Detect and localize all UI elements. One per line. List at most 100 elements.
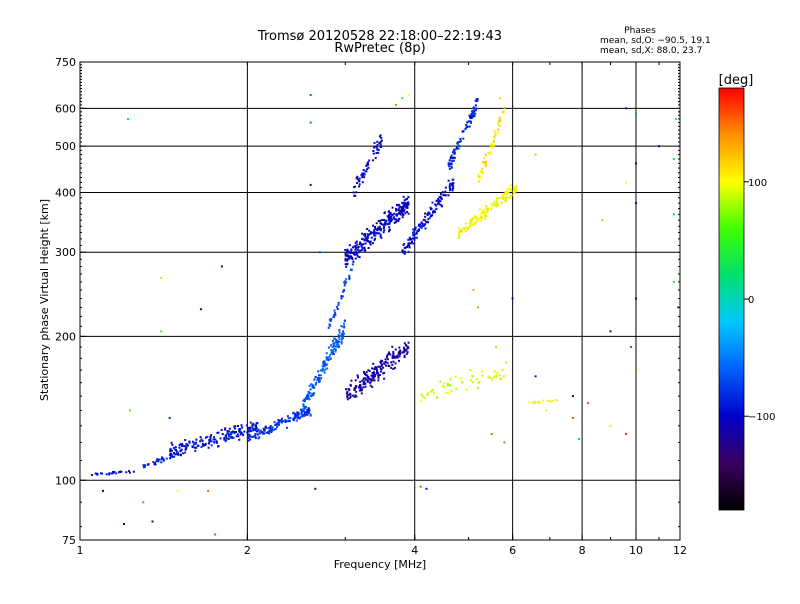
data-point bbox=[356, 248, 359, 251]
data-point bbox=[337, 302, 340, 305]
data-point bbox=[353, 388, 356, 391]
x-tick-label: 4 bbox=[411, 544, 418, 557]
data-point bbox=[316, 379, 319, 382]
data-point bbox=[402, 213, 405, 216]
data-point bbox=[473, 223, 476, 226]
data-point bbox=[498, 197, 501, 199]
data-point bbox=[375, 366, 378, 369]
data-point bbox=[398, 206, 401, 208]
data-point bbox=[358, 180, 361, 183]
data-point bbox=[181, 443, 184, 446]
data-point bbox=[265, 431, 268, 434]
data-point bbox=[459, 377, 462, 380]
data-point bbox=[490, 433, 493, 435]
data-point bbox=[354, 248, 357, 251]
data-point bbox=[195, 438, 198, 441]
data-point bbox=[369, 384, 372, 387]
data-point bbox=[348, 278, 351, 281]
data-point bbox=[363, 176, 366, 179]
data-point bbox=[330, 344, 333, 347]
data-point bbox=[390, 361, 393, 364]
data-point bbox=[303, 411, 306, 414]
data-point bbox=[469, 117, 472, 119]
data-point bbox=[384, 223, 387, 226]
data-point bbox=[340, 297, 343, 300]
data-point bbox=[452, 159, 455, 162]
data-point bbox=[383, 229, 386, 232]
data-point bbox=[234, 431, 236, 433]
data-point bbox=[388, 230, 390, 233]
data-point bbox=[343, 319, 346, 322]
data-point bbox=[209, 438, 212, 441]
data-point bbox=[450, 154, 453, 157]
data-point bbox=[356, 178, 359, 181]
data-point bbox=[432, 391, 435, 394]
data-point bbox=[364, 382, 367, 385]
data-point bbox=[414, 228, 417, 231]
data-point bbox=[353, 253, 356, 256]
data-point bbox=[549, 400, 552, 403]
data-point bbox=[295, 414, 298, 416]
data-point bbox=[302, 404, 305, 407]
data-point bbox=[502, 375, 505, 378]
data-point bbox=[403, 199, 406, 202]
data-point bbox=[478, 180, 481, 183]
data-point bbox=[333, 309, 336, 312]
data-point bbox=[271, 429, 274, 432]
data-point bbox=[476, 378, 479, 380]
data-point bbox=[426, 213, 429, 216]
data-point bbox=[207, 489, 210, 492]
data-point bbox=[506, 189, 509, 192]
data-point bbox=[330, 352, 333, 355]
data-point bbox=[202, 444, 205, 447]
data-point bbox=[394, 356, 397, 359]
data-point bbox=[386, 354, 389, 357]
data-point bbox=[485, 215, 488, 218]
data-point bbox=[373, 230, 376, 233]
data-point bbox=[374, 237, 376, 240]
data-point bbox=[334, 348, 337, 351]
data-point bbox=[347, 394, 350, 396]
data-point bbox=[343, 281, 346, 284]
data-point bbox=[394, 213, 397, 216]
data-point bbox=[311, 392, 314, 395]
data-point bbox=[469, 223, 472, 226]
data-point bbox=[385, 356, 388, 358]
data-point bbox=[429, 390, 432, 393]
data-point bbox=[344, 254, 347, 257]
data-point bbox=[254, 437, 257, 440]
data-point bbox=[227, 437, 230, 440]
data-point bbox=[183, 445, 186, 448]
data-point bbox=[232, 436, 235, 439]
data-point bbox=[450, 165, 453, 168]
data-point bbox=[447, 179, 450, 182]
data-point bbox=[160, 277, 163, 279]
data-point bbox=[312, 394, 315, 397]
data-point bbox=[356, 182, 358, 184]
data-point bbox=[465, 388, 468, 391]
data-point bbox=[162, 457, 165, 460]
data-point bbox=[383, 371, 386, 374]
data-point bbox=[377, 379, 380, 382]
data-point bbox=[515, 185, 518, 188]
data-point bbox=[450, 389, 453, 392]
data-point bbox=[465, 230, 468, 233]
data-point bbox=[358, 183, 361, 186]
data-point bbox=[412, 228, 415, 231]
data-point bbox=[471, 223, 474, 226]
data-point bbox=[367, 166, 370, 169]
data-point bbox=[216, 431, 219, 434]
data-point bbox=[494, 204, 497, 206]
data-point bbox=[171, 455, 174, 458]
data-point bbox=[329, 353, 332, 356]
data-point bbox=[171, 449, 173, 452]
data-point bbox=[366, 237, 369, 240]
data-point bbox=[447, 384, 449, 387]
data-point bbox=[286, 426, 288, 429]
data-point bbox=[491, 143, 494, 146]
data-point bbox=[176, 489, 179, 492]
data-point bbox=[441, 385, 444, 388]
data-point bbox=[377, 376, 380, 379]
data-point bbox=[507, 187, 510, 190]
data-point bbox=[235, 435, 238, 438]
